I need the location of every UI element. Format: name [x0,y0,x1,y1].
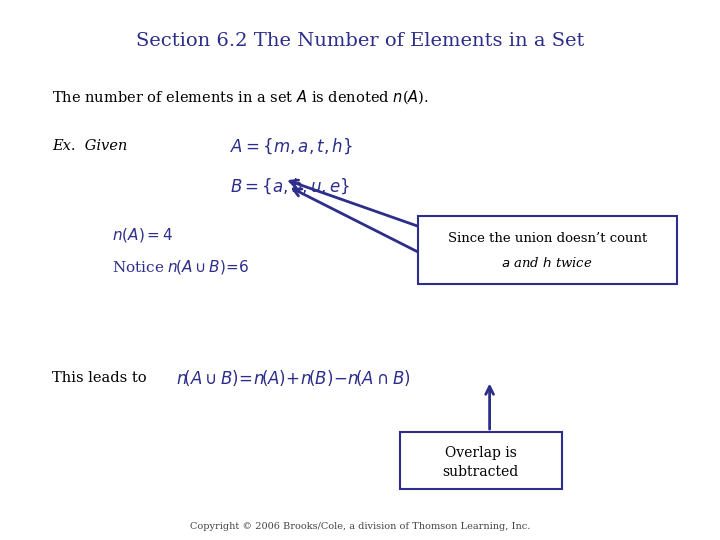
Text: Notice $n\!\left(A\cup B\right)\!=\!6$: Notice $n\!\left(A\cup B\right)\!=\!6$ [112,258,249,276]
Text: Copyright © 2006 Brooks/Cole, a division of Thomson Learning, Inc.: Copyright © 2006 Brooks/Cole, a division… [190,522,530,531]
Text: Since the union doesn’t count: Since the union doesn’t count [448,232,647,245]
Text: $a$ and $h$ twice: $a$ and $h$ twice [501,256,593,271]
Text: $A=\{m,a,t,h\}$: $A=\{m,a,t,h\}$ [230,136,353,156]
Text: $B=\{a,h,u,e\}$: $B=\{a,h,u,e\}$ [230,177,351,196]
Text: Overlap is: Overlap is [445,446,516,460]
Text: This leads to: This leads to [52,371,146,385]
Text: subtracted: subtracted [443,464,518,478]
Text: $n(A)=4$: $n(A)=4$ [112,226,173,244]
Text: The number of elements in a set $\mathit{A}$ is denoted $\mathit{n}$($\mathit{A}: The number of elements in a set $\mathit… [52,89,428,106]
Text: $n\!\left(A\cup B\right)\!=\!n\!\left(A\right)\!+\!n\!\left(B\right)\!-\!n\!\lef: $n\!\left(A\cup B\right)\!=\!n\!\left(A\… [176,368,411,388]
Text: Ex.  Given: Ex. Given [52,139,127,153]
FancyBboxPatch shape [418,216,677,284]
FancyBboxPatch shape [400,432,562,489]
Text: Section 6.2 The Number of Elements in a Set: Section 6.2 The Number of Elements in a … [136,31,584,50]
